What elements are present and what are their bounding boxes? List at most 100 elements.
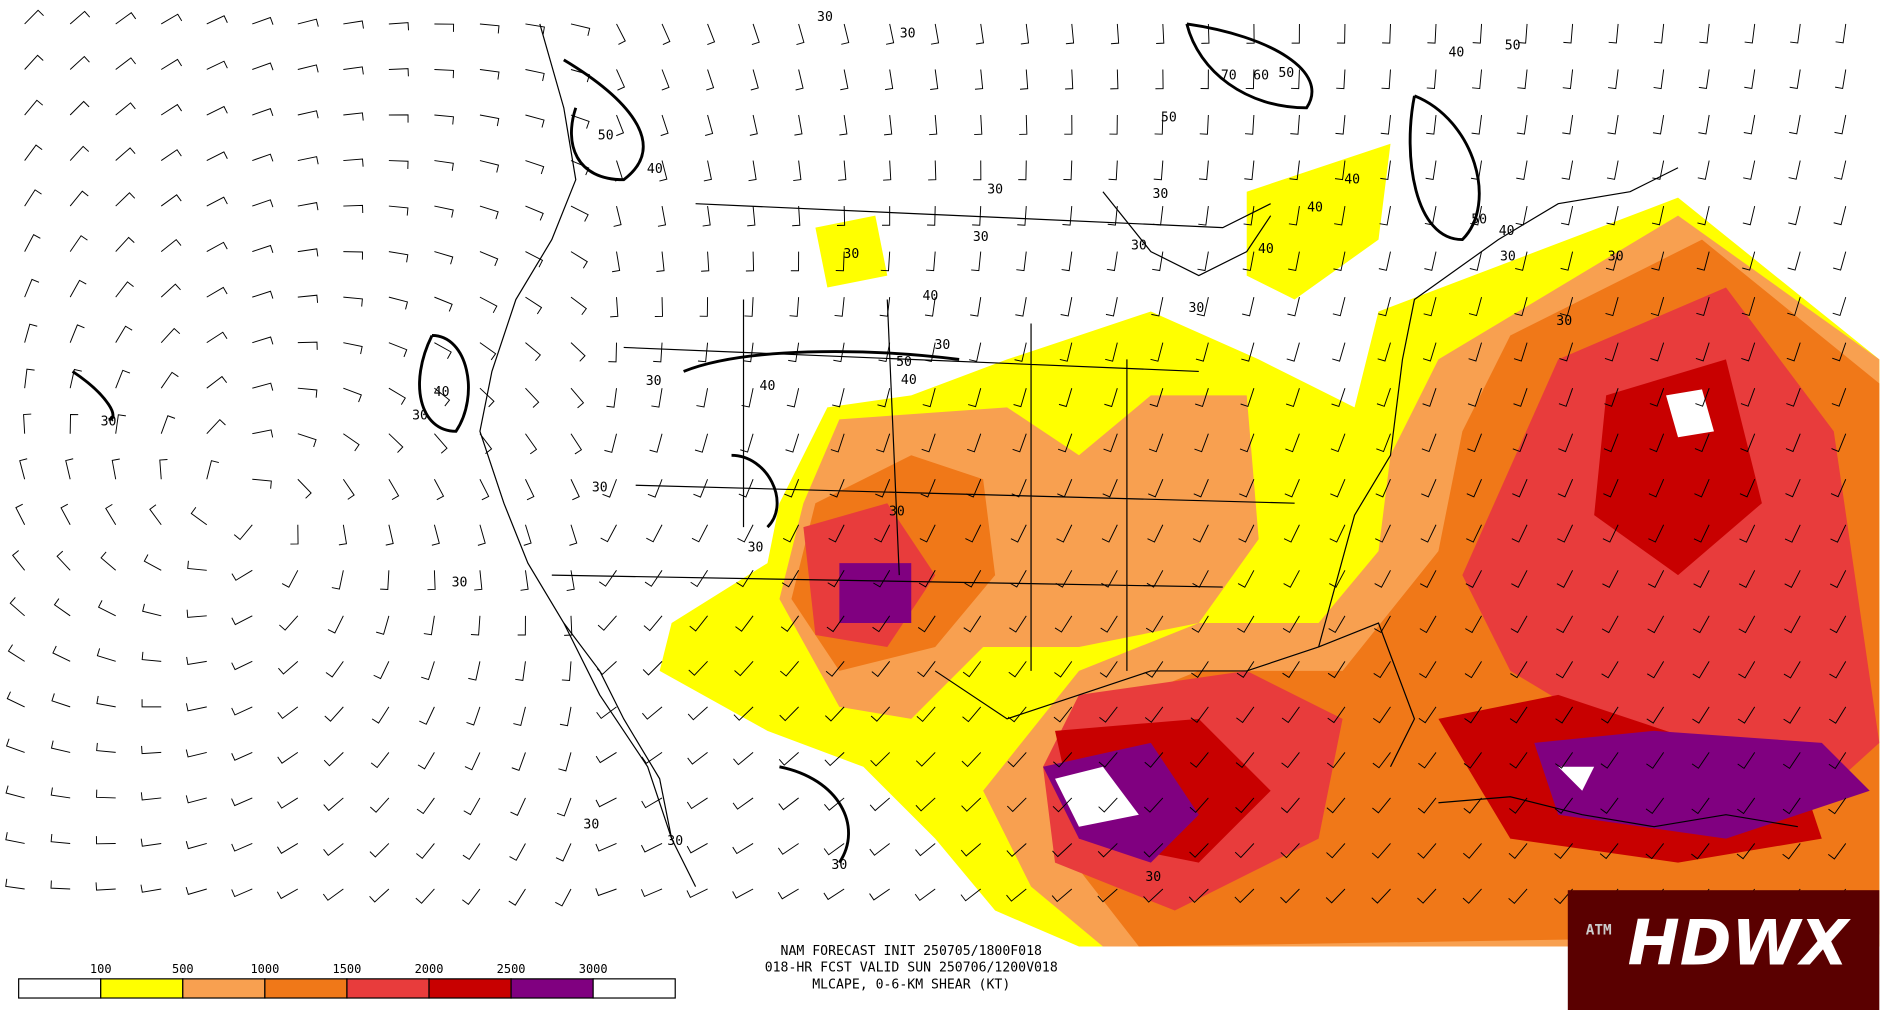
wind-barb — [570, 342, 586, 362]
colorbar-swatch — [264, 978, 348, 999]
wind-barb — [525, 205, 544, 221]
wind-barb — [100, 551, 117, 571]
wind-barb — [160, 415, 176, 434]
wind-barb — [748, 160, 757, 182]
wind-barb — [525, 387, 540, 408]
wind-barb — [416, 843, 435, 859]
wind-barb — [1829, 570, 1847, 589]
wind-barb — [1291, 23, 1300, 44]
wind-barb — [1191, 615, 1209, 633]
wind-barb — [1019, 69, 1029, 90]
contour-label: 30 — [831, 858, 847, 873]
wind-barb — [654, 297, 664, 318]
wind-barb — [1648, 479, 1665, 498]
wind-barb — [1013, 388, 1027, 408]
wind-barb — [1329, 570, 1346, 588]
wind-barb — [1372, 797, 1391, 814]
wind-barb — [649, 433, 663, 453]
logo-badge: ATM — [1586, 923, 1612, 939]
contour-label: 40 — [1499, 224, 1515, 239]
contour-label: 40 — [1344, 173, 1360, 188]
wind-barb — [1143, 797, 1164, 813]
wind-barb — [1290, 114, 1300, 135]
wind-barb — [1833, 251, 1847, 271]
wind-barb — [69, 145, 90, 161]
cape-shading — [659, 143, 1880, 947]
wind-barb — [1330, 433, 1346, 453]
wind-barb — [1053, 752, 1073, 768]
wind-barb — [569, 524, 578, 546]
wind-barb — [277, 797, 299, 809]
wind-barb — [1784, 570, 1801, 588]
wind-barb — [1600, 752, 1619, 769]
wind-barb — [1244, 160, 1255, 181]
wind-barb — [1783, 706, 1801, 724]
wind-barb — [24, 278, 40, 298]
wind-barb — [277, 706, 299, 720]
wind-barb — [869, 797, 890, 812]
wind-barb — [1155, 69, 1164, 90]
wind-barb — [1143, 888, 1164, 903]
wind-barb — [1331, 388, 1346, 407]
wind-barb — [252, 108, 274, 117]
wind-barb — [1106, 251, 1118, 272]
wind-barb — [964, 570, 982, 588]
wind-barb — [1512, 433, 1528, 453]
wind-barb — [376, 615, 390, 635]
wind-barb — [733, 752, 754, 766]
wind-barb — [1103, 433, 1118, 453]
wind-barb — [185, 749, 207, 758]
wind-barb — [795, 69, 804, 91]
wind-barb — [1058, 388, 1073, 408]
wind-barb — [1785, 433, 1801, 453]
wind-barb — [343, 204, 364, 214]
wind-barb — [1472, 69, 1483, 90]
wind-barb — [24, 189, 42, 207]
wind-barb — [479, 23, 500, 34]
wind-barb — [1786, 342, 1801, 362]
wind-barb — [968, 388, 982, 408]
wind-barb — [930, 23, 940, 45]
wind-barb — [1006, 843, 1027, 857]
wind-barb — [206, 15, 228, 25]
wind-barb — [1467, 388, 1482, 407]
wind-barb — [1602, 570, 1619, 588]
wind-barb — [1192, 524, 1209, 543]
wind-barb — [1510, 661, 1528, 679]
wind-barb — [1470, 160, 1483, 181]
wind-barb — [5, 785, 25, 799]
wind-barb — [922, 388, 936, 408]
wind-barb — [1059, 342, 1073, 362]
wind-barb — [960, 888, 982, 902]
contour-label: 40 — [922, 289, 938, 304]
wind-barb — [431, 524, 440, 546]
contour-label: 30 — [1145, 870, 1161, 885]
wind-barb — [885, 69, 894, 91]
wind-barb — [1054, 615, 1073, 633]
wind-barb — [735, 615, 754, 632]
wind-barb — [479, 69, 500, 80]
wind-barb — [1097, 888, 1118, 903]
wind-barb — [743, 342, 754, 363]
wind-barb — [297, 387, 318, 398]
contour-label: 30 — [889, 505, 905, 520]
wind-barb — [1240, 388, 1255, 408]
contour-label: 70 — [1221, 68, 1237, 83]
wind-barb — [297, 433, 317, 448]
wind-barb — [971, 251, 982, 272]
wind-barb — [115, 236, 135, 252]
wind-barb — [570, 69, 591, 83]
wind-barb — [566, 570, 575, 592]
wind-barb — [509, 843, 526, 861]
wind-barb — [928, 160, 937, 181]
wind-barb — [1108, 160, 1118, 181]
wind-barb — [1188, 888, 1209, 903]
wind-barb — [694, 433, 709, 453]
wind-barb — [1558, 388, 1574, 407]
wind-barb — [1051, 888, 1073, 903]
wind-barb — [525, 23, 545, 35]
wind-barb — [733, 706, 754, 721]
wind-barb — [921, 433, 936, 453]
wind-barb — [140, 792, 162, 801]
wind-barb — [1143, 843, 1164, 858]
